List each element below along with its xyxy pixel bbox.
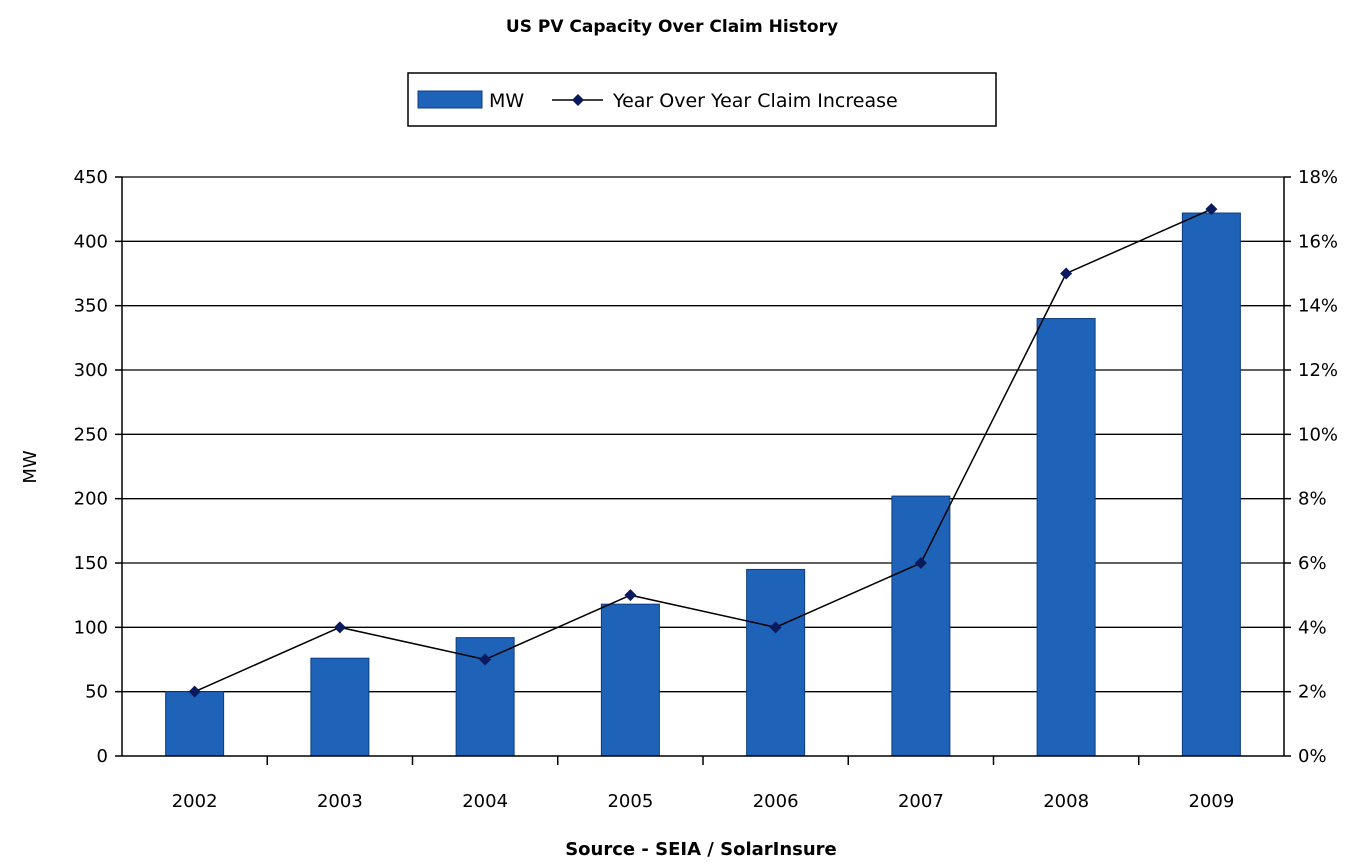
claim-marker-2004: [479, 653, 492, 666]
y-tick-label: 300: [74, 360, 108, 381]
claim-marker-2002: [188, 685, 201, 698]
x-tick-label-2004: 2004: [462, 791, 508, 812]
x-tick-label-2002: 2002: [172, 791, 218, 812]
y2-tick-label: 16%: [1298, 231, 1338, 252]
claim-marker-2005: [624, 589, 637, 602]
y2-tick-label: 0%: [1298, 746, 1327, 767]
y2-tick-label: 2%: [1298, 682, 1327, 703]
claim-marker-2009: [1205, 203, 1218, 216]
y-tick-label: 150: [74, 553, 108, 574]
y2-tick-label: 14%: [1298, 296, 1338, 317]
x-tick-label-2007: 2007: [898, 791, 944, 812]
legend-label-mw: MW: [489, 90, 524, 112]
bar-mw-2007: [891, 495, 951, 757]
legend-box: [407, 72, 997, 127]
tick-labels: 0 50 100 150 200 250 300 350 400 450 0% 2% 4% 6% 8% 10%…: [74, 167, 1338, 812]
x-tick-label-2003: 2003: [317, 791, 363, 812]
chart-title: US PV Capacity Over Claim History: [506, 17, 838, 37]
legend-diamond-marker: [572, 94, 584, 106]
y-tick-label: 0: [97, 746, 108, 767]
x-tick-label-2006: 2006: [753, 791, 799, 812]
y-tick-label: 350: [74, 296, 108, 317]
bar-mw-2005: [600, 603, 660, 757]
y2-tick-label: 10%: [1298, 424, 1338, 445]
bar-mw-2003: [310, 657, 370, 757]
y2-tick-label: 4%: [1298, 617, 1327, 638]
claim-marker-2007: [914, 557, 927, 569]
bars: [165, 212, 1241, 757]
legend: MW Year Over Year Claim Increase: [407, 72, 997, 127]
legend-label-claim-increase: Year Over Year Claim Increase: [612, 90, 898, 112]
y2-tick-label: 6%: [1298, 553, 1327, 574]
claim-marker-2008: [1060, 267, 1073, 280]
y-tick-label: 200: [74, 489, 108, 510]
legend-swatch-mw: [417, 90, 483, 109]
y-tick-label: 450: [74, 167, 108, 188]
y-tick-label: 250: [74, 424, 108, 445]
bar-mw-2006: [746, 568, 806, 757]
x-tick-label-2009: 2009: [1188, 791, 1234, 812]
bar-mw-2009: [1181, 212, 1241, 757]
x-tick-label-2008: 2008: [1043, 791, 1089, 812]
source-note: Source - SEIA / SolarInsure: [565, 839, 837, 860]
claim-marker-2006: [769, 621, 782, 634]
y-tick-label: 400: [74, 231, 108, 252]
y-tick-label: 50: [85, 682, 108, 703]
y2-tick-label: 18%: [1298, 167, 1338, 188]
claim-marker-2003: [333, 621, 346, 634]
axes: [115, 176, 1291, 765]
y2-tick-label: 8%: [1298, 489, 1327, 510]
y-tick-label: 100: [74, 617, 108, 638]
x-tick-label-2005: 2005: [607, 791, 653, 812]
bar-mw-2008: [1036, 318, 1096, 757]
claim-increase-line: [188, 203, 1218, 698]
claim-increase-polyline: [194, 208, 1212, 693]
y2-tick-label: 12%: [1298, 360, 1338, 381]
y-axis-title: MW: [20, 450, 41, 484]
bar-mw-2002: [165, 691, 225, 757]
